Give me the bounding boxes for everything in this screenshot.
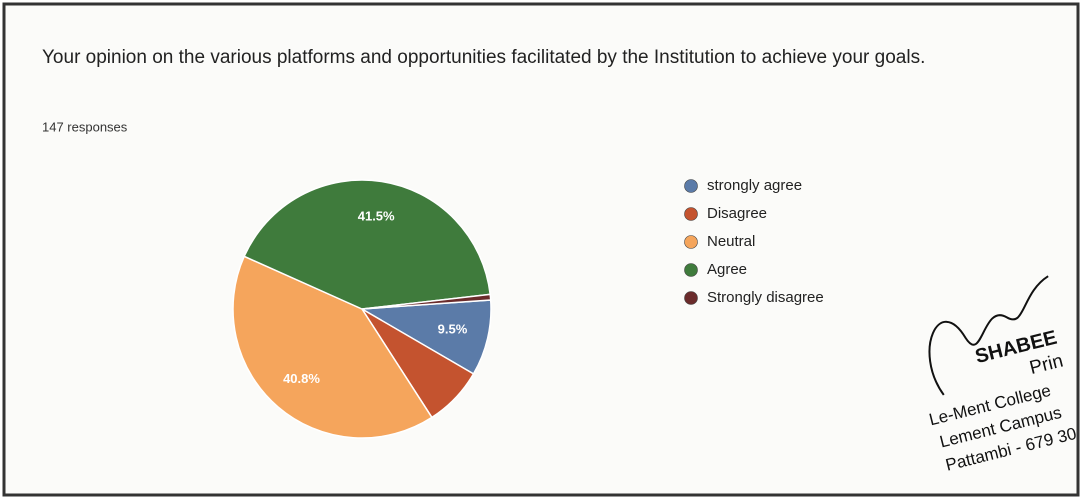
pie-slice — [232, 255, 433, 439]
legend-label: Agree — [707, 261, 747, 278]
signature — [928, 275, 1049, 396]
legend-swatch — [684, 263, 698, 277]
legend-swatch — [684, 207, 698, 221]
data-label: 41.5% — [358, 209, 395, 224]
legend-label: Neutral — [707, 233, 755, 250]
data-label: 9.5% — [438, 321, 468, 336]
pie-slice — [359, 299, 492, 375]
legend-swatch — [684, 235, 698, 249]
pie-slice — [243, 179, 491, 310]
pie-slice — [361, 293, 492, 310]
chart-title: Your opinion on the various platforms an… — [42, 47, 925, 68]
legend-label: strongly agree — [707, 177, 802, 194]
legend-swatch — [684, 291, 698, 305]
legend-swatch — [684, 179, 698, 193]
data-label: 40.8% — [283, 371, 320, 386]
chart-subtitle: 147 responses — [42, 119, 128, 134]
legend-label: Disagree — [707, 205, 767, 222]
legend-label: Strongly disagree — [707, 289, 824, 306]
